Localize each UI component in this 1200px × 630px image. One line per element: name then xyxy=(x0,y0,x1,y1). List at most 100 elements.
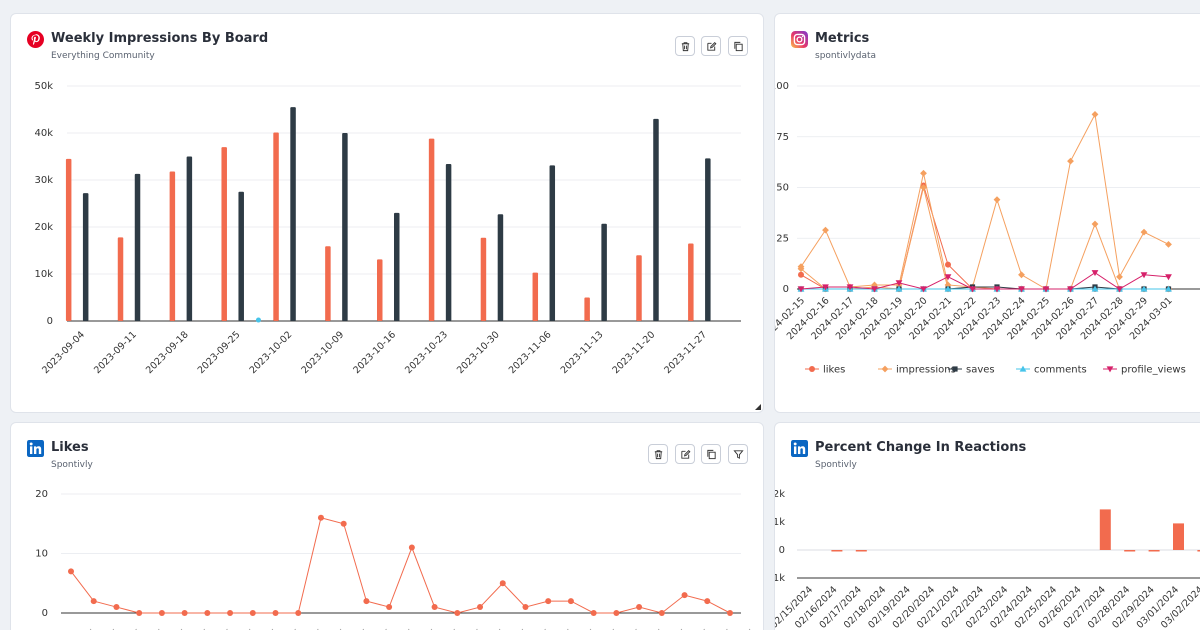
data-point xyxy=(846,284,854,291)
widget-percent-change: Percent Change In Reactions Spontivly -1… xyxy=(774,422,1200,630)
x-tick-label: 2023-10-02 xyxy=(248,329,295,376)
legend-label: likes xyxy=(823,365,845,376)
delete-button[interactable] xyxy=(648,444,668,464)
widget-subtitle: Spontivly xyxy=(815,460,857,470)
metrics-line-chart: 02550751002024-02-152024-02-162024-02-17… xyxy=(775,81,1200,376)
widget-subtitle: Spontivly xyxy=(51,460,93,470)
bar xyxy=(1099,509,1111,550)
bar-series-1 xyxy=(532,272,539,321)
data-point xyxy=(1091,220,1099,228)
legend-marker xyxy=(881,365,889,373)
bar-series-1 xyxy=(325,246,331,321)
bar xyxy=(855,550,867,552)
y-tick-label: 10k xyxy=(34,269,53,280)
x-tick-label: 2023-11-20 xyxy=(611,329,658,376)
legend-label: comments xyxy=(1034,365,1087,376)
data-point xyxy=(522,604,529,611)
bar xyxy=(1173,523,1184,550)
bar xyxy=(831,550,843,552)
y-tick-label: 100 xyxy=(775,81,789,92)
data-point xyxy=(1165,240,1172,248)
data-point xyxy=(895,285,903,292)
duplicate-button[interactable] xyxy=(728,36,748,56)
data-point xyxy=(945,261,951,268)
bar-series-2 xyxy=(549,165,556,321)
y-tick-label: 0 xyxy=(47,316,53,327)
x-tick-label: 2023-09-11 xyxy=(92,329,139,376)
data-point xyxy=(454,610,461,616)
duplicate-button[interactable] xyxy=(701,444,721,464)
widget-title: Percent Change In Reactions xyxy=(815,440,1027,455)
data-point xyxy=(658,610,665,616)
data-point xyxy=(227,610,234,616)
data-point xyxy=(386,604,393,611)
data-point xyxy=(727,610,733,616)
y-tick-label: 40k xyxy=(34,128,53,139)
series-line xyxy=(800,272,1169,290)
data-point xyxy=(798,271,804,278)
y-tick-label: 20k xyxy=(34,222,53,233)
legend-marker xyxy=(1106,366,1114,373)
delete-button[interactable] xyxy=(675,36,695,56)
data-point xyxy=(272,610,279,616)
y-tick-label: 0 xyxy=(42,608,48,619)
data-point xyxy=(797,265,805,273)
likes-line-chart: 0 10 20 xyxy=(35,489,751,630)
data-point xyxy=(944,281,952,289)
edit-icon xyxy=(706,41,716,51)
data-point xyxy=(1067,286,1074,293)
bar-series-2 xyxy=(186,156,193,321)
x-tick-label: 2023-10-23 xyxy=(403,329,450,376)
x-tick-label: 2023-10-30 xyxy=(455,329,502,376)
y-tick-label: 1k xyxy=(775,517,785,528)
bar-series-2 xyxy=(394,212,400,321)
bar-series-2 xyxy=(653,118,659,322)
resize-handle[interactable] xyxy=(755,404,761,410)
bar-series-2 xyxy=(238,191,244,321)
data-point xyxy=(895,280,903,287)
bar-series-1 xyxy=(169,171,176,321)
bar-series-1 xyxy=(221,147,227,321)
filter-button[interactable] xyxy=(728,444,748,464)
data-point xyxy=(993,196,1001,204)
edit-button[interactable] xyxy=(675,444,695,464)
x-tick-label: 2023-11-13 xyxy=(559,329,606,376)
data-point xyxy=(363,598,370,605)
bar-series-2 xyxy=(497,214,504,321)
bar-series-1 xyxy=(377,259,383,321)
data-point xyxy=(317,514,324,521)
filter-icon xyxy=(732,449,744,459)
data-point xyxy=(567,598,574,605)
data-point xyxy=(969,286,976,293)
trash-icon xyxy=(654,449,662,459)
bar-series-2 xyxy=(82,193,89,321)
y-tick-label: 0 xyxy=(783,284,789,295)
data-point xyxy=(158,610,165,616)
data-point xyxy=(136,610,143,616)
data-point xyxy=(920,184,927,191)
data-point xyxy=(431,604,438,611)
legend-marker xyxy=(1019,365,1027,372)
bar-series-2 xyxy=(290,107,296,322)
data-point xyxy=(590,610,597,616)
edit-button[interactable] xyxy=(701,36,721,56)
y-tick-label: 30k xyxy=(34,175,53,186)
y-tick-label: 25 xyxy=(776,233,789,244)
data-point xyxy=(797,286,805,293)
data-point xyxy=(181,610,188,616)
data-point xyxy=(681,592,688,599)
x-tick-label: 2023-09-04 xyxy=(40,329,87,376)
legend-label: impressions xyxy=(896,365,956,376)
edit-icon xyxy=(680,449,690,459)
x-tick-label: 2023-11-27 xyxy=(662,329,709,376)
data-point xyxy=(477,604,484,611)
bar-series-1 xyxy=(480,237,487,321)
bar-series-1 xyxy=(117,237,124,321)
bar-series-1 xyxy=(65,158,72,321)
data-point xyxy=(1042,286,1050,293)
data-point xyxy=(944,274,952,281)
widget-likes: Likes Spontivly 0 10 20 xyxy=(10,422,764,630)
widget-metrics: Metrics spontivlydata 02550751002024-02-… xyxy=(774,13,1200,413)
legend-marker xyxy=(809,366,815,372)
widget-title: Likes xyxy=(51,440,89,455)
